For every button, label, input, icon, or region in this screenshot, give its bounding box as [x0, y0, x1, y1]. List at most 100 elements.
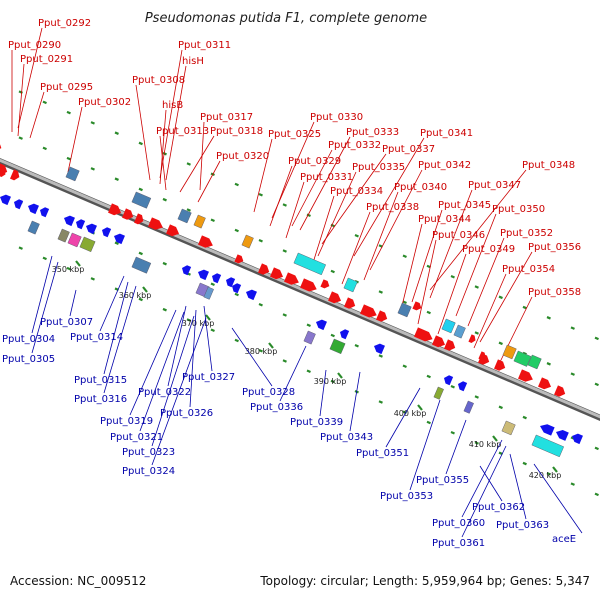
gene-label-bottom: Pput_0321: [110, 432, 163, 443]
tick-label: 420 kbp: [529, 471, 562, 480]
forward-gene-arrow: [284, 272, 299, 285]
track-dot: [330, 223, 335, 228]
reverse-gene-arrow: [212, 273, 222, 284]
forward-gene-arrow: [148, 217, 163, 230]
track-dot: [186, 318, 191, 322]
track-dot: [258, 302, 263, 307]
gene-label-top: Pput_0337: [382, 144, 435, 155]
leader-line: [369, 169, 423, 271]
leader-line: [409, 399, 441, 491]
leader-line: [67, 106, 83, 173]
reverse-gene-arrow: [572, 433, 583, 445]
gene-label-bottom: Pput_0327: [182, 372, 235, 383]
gene-label-top: Pput_0302: [78, 97, 131, 108]
leader-line: [341, 211, 371, 285]
track-dot: [354, 343, 359, 348]
tick-mark: [75, 260, 81, 267]
leader-line: [197, 160, 221, 203]
forward-gene-arrow: [166, 224, 180, 237]
leader-line: [129, 309, 177, 416]
leader-line: [445, 419, 467, 475]
leader-line: [479, 251, 533, 343]
track-dot: [354, 233, 359, 238]
forward-gene-arrow: [270, 267, 284, 280]
gene-label-bottom: Pput_0363: [496, 520, 549, 531]
track-dot: [138, 251, 143, 256]
leader-line: [467, 237, 505, 327]
leader-line: [231, 327, 273, 387]
gene-label-top: Pput_0308: [132, 75, 185, 86]
tick-label: 390 kbp: [314, 377, 347, 386]
gene-label-top: Pput_0291: [20, 54, 73, 65]
reverse-gene-arrow: [198, 269, 209, 281]
gene-label-bottom: Pput_0316: [74, 394, 127, 405]
reverse-gene-arrow: [540, 424, 555, 436]
track-dot: [138, 187, 143, 192]
gene-label-top: Pput_0350: [492, 204, 545, 215]
track-dot: [282, 249, 287, 253]
gene-label-top: Pput_0330: [310, 112, 363, 123]
gene-label-top: Pput_0332: [328, 140, 381, 151]
track-dot: [570, 482, 575, 486]
feature-box: [453, 324, 466, 339]
tick-label: 400 kbp: [394, 409, 427, 418]
leader-line: [291, 149, 333, 227]
forward-gene-arrow: [344, 297, 356, 309]
gene-label-bottom: Pput_0353: [380, 491, 433, 502]
gene-label-bottom: Pput_0361: [432, 538, 485, 549]
gene-label-bottom: Pput_0328: [242, 387, 295, 398]
forward-gene-arrow: [494, 359, 506, 371]
track-dot: [258, 348, 263, 353]
track-dot: [234, 228, 239, 233]
gene-label-bottom: Pput_0362: [472, 502, 525, 513]
gene-label-top: Pput_0320: [216, 151, 269, 162]
reverse-gene-arrow: [102, 227, 112, 238]
tick-label: 410 kbp: [469, 440, 502, 449]
feature-box: [303, 330, 316, 345]
leader-line: [509, 453, 527, 520]
leader-line: [17, 27, 43, 129]
tick-mark: [268, 342, 274, 349]
track-dot: [306, 213, 311, 218]
track-dot: [450, 431, 455, 435]
track-dot: [42, 146, 47, 151]
leader-line: [139, 311, 185, 432]
track-dot: [258, 192, 263, 197]
leader-line: [151, 317, 207, 466]
track-dot: [42, 100, 47, 105]
track-dot: [162, 261, 167, 266]
track-dot: [498, 295, 503, 300]
tick-label: 360 kbp: [119, 291, 152, 300]
forward-gene-arrow: [518, 369, 533, 382]
gene-label-top: Pput_0331: [300, 172, 353, 183]
leader-line: [319, 369, 327, 417]
tick-label: 350 kbp: [52, 265, 85, 274]
feature-box: [527, 354, 542, 370]
track-dot: [330, 269, 335, 274]
forward-gene-arrow: [432, 335, 446, 348]
track-dot: [570, 326, 575, 330]
reverse-gene-arrow: [246, 289, 257, 301]
track-dot: [186, 162, 191, 166]
forward-gene-arrow: [10, 169, 20, 181]
tick-mark: [417, 404, 423, 411]
tick-mark: [552, 466, 558, 473]
feature-box: [531, 434, 565, 458]
forward-gene-arrow: [258, 263, 270, 275]
track-dot: [498, 405, 503, 410]
track-dot: [210, 328, 215, 332]
leader-line: [165, 65, 187, 181]
track-dot: [594, 492, 599, 497]
leader-line: [461, 445, 507, 538]
leader-line: [269, 165, 293, 227]
forward-gene-arrow: [0, 141, 2, 151]
track-dot: [306, 323, 311, 328]
map-title: Pseudomonas putida F1, complete genome: [145, 11, 427, 26]
gene-label-bottom: Pput_0355: [416, 475, 469, 486]
feature-box: [293, 252, 327, 276]
gene-label-top: Pput_0325: [268, 129, 321, 140]
forward-gene-arrow: [0, 168, 6, 177]
reverse-gene-arrow: [0, 194, 11, 206]
gene-label-bottom: Pput_0319: [100, 416, 153, 427]
